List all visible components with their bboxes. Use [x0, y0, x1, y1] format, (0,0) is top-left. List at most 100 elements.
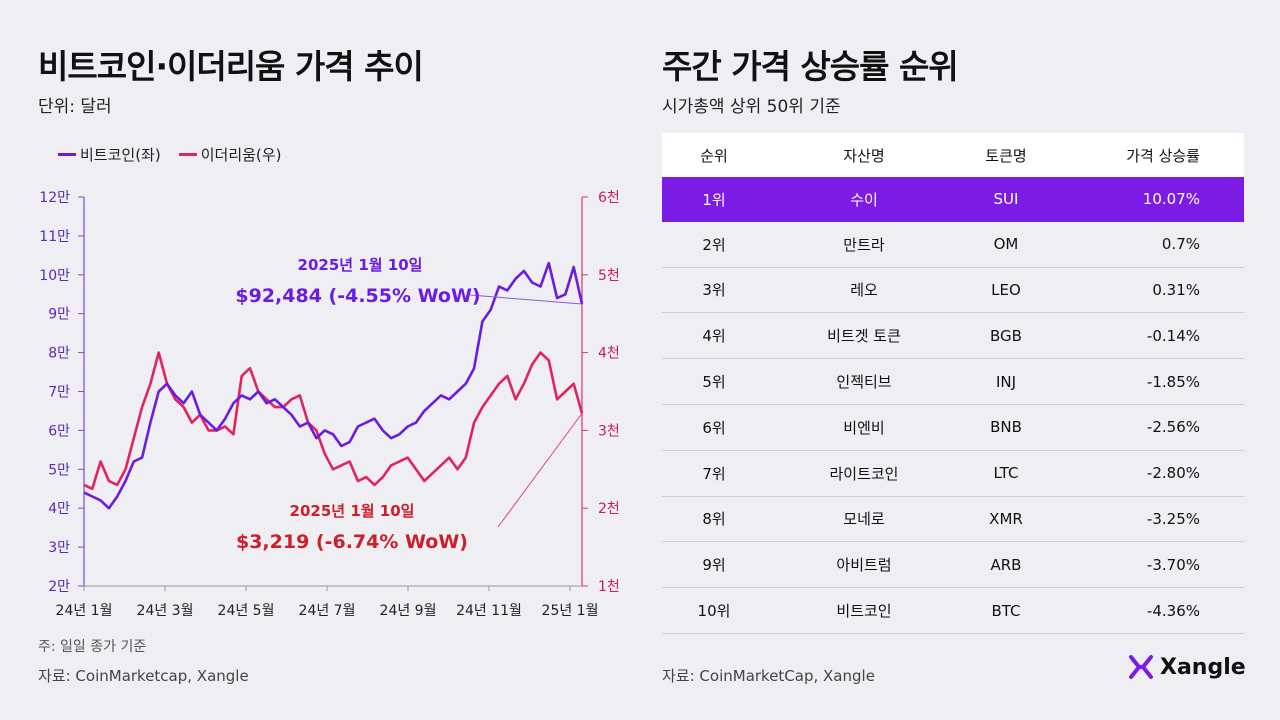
header-token: 토큰명 [985, 146, 1027, 165]
cell-change: -3.70% [1146, 555, 1200, 574]
cell-rank: 4위 [702, 327, 726, 346]
y-left-tick-label: 3만 [48, 540, 70, 556]
cell-change: -0.14% [1146, 326, 1200, 345]
x-tick-label: 24년 11월 [456, 603, 522, 619]
ranking-table: 순위 자산명 토큰명 가격 상승률 1위 수이 SUI 10.07% 2위 만트라 OM 0.… [662, 133, 1244, 634]
xangle-logo: Xangle [1128, 654, 1246, 680]
x-tick-label: 24년 3월 [137, 603, 194, 619]
cell-token: SUI [993, 190, 1019, 209]
cell-rank: 7위 [702, 464, 726, 483]
ranking-title: 주간 가격 상승률 순위 [662, 47, 959, 86]
eth-annotation-date: 2025년 1월 10일 [290, 502, 415, 520]
y-right-tick-label: 6천 [598, 190, 620, 206]
eth-annotation-leader [497, 413, 583, 528]
cell-rank: 9위 [702, 556, 726, 575]
btc-annotation-date: 2025년 1월 10일 [298, 256, 423, 274]
legend-swatch-btc [58, 153, 76, 156]
y-right-tick-label: 2천 [598, 501, 620, 517]
cell-asset: 레오 [850, 281, 878, 300]
cell-asset: 라이트코인 [829, 464, 899, 483]
legend-item-eth: 이더리움(우) [178, 144, 282, 165]
legend-label-btc: 비트코인(좌) [80, 146, 161, 164]
cell-token: INJ [995, 372, 1017, 391]
cell-change: -1.85% [1146, 372, 1200, 391]
cell-rank: 2위 [702, 235, 726, 254]
y-left-tick-label: 8만 [48, 346, 70, 362]
y-right-tick-label: 4천 [598, 346, 620, 362]
cell-change: -2.56% [1146, 418, 1200, 437]
cell-asset: 비트코인 [836, 602, 892, 621]
cell-change: 10.07% [1142, 190, 1200, 209]
cell-change: -2.80% [1146, 464, 1200, 483]
ranking-subtitle: 시가총액 상위 50위 기준 [662, 97, 841, 117]
y-left-tick-label: 2만 [48, 579, 70, 595]
y-left-tick-label: 10만 [39, 268, 70, 284]
cell-token: OM [993, 235, 1019, 254]
legend-swatch-eth [178, 153, 197, 156]
x-tick-label: 25년 1월 [542, 603, 599, 619]
eth-annotation-value: $3,219 (-6.74% WoW) [236, 531, 468, 553]
table-row: 2위 만트라 OM 0.7% [662, 222, 1244, 268]
cell-asset: 인젝티브 [836, 373, 892, 392]
table-body: 1위 수이 SUI 10.07% 2위 만트라 OM 0.7% 3위 레오 LEO 0.31% 4위 비트… [662, 177, 1244, 634]
y-left-tick-label: 5만 [48, 462, 70, 478]
cell-rank: 1위 [702, 190, 726, 209]
y-left-tick-label: 7만 [48, 385, 70, 401]
table-row: 3위 레오 LEO 0.31% [662, 268, 1244, 314]
table-row: 6위 비엔비 BNB -2.56% [662, 405, 1244, 451]
cell-token: BTC [991, 601, 1021, 620]
legend-label-eth: 이더리움(우) [200, 146, 282, 164]
cell-token: BGB [990, 326, 1022, 345]
cell-asset: 아비트럼 [836, 556, 892, 575]
cell-token: ARB [990, 555, 1022, 574]
x-tick-label: 24년 5월 [218, 603, 275, 619]
btc-price-line [83, 261, 584, 510]
xangle-logo-icon [1129, 655, 1153, 679]
cell-rank: 10위 [697, 602, 731, 621]
chart-title: 비트코인·이더리움 가격 추이 [38, 47, 424, 86]
y-left-tick-label: 12만 [39, 190, 70, 206]
chart-legend: 비트코인(좌) 이더리움(우) [58, 144, 281, 165]
chart-annotations: 2025년 1월 10일 $92,484 (-4.55% WoW) 2025년 1월… [235, 256, 583, 553]
cell-asset: 만트라 [843, 235, 885, 254]
cell-asset: 비엔비 [843, 418, 885, 437]
cell-token: LTC [993, 464, 1019, 483]
cell-asset: 수이 [850, 190, 878, 209]
chart-ticks: 12만 11만 10만 9만 8만 7만 6만 5만 4만 3만 2만 6천 5천 4천 3천 2천 1천 24년… [39, 190, 620, 619]
cell-change: -3.25% [1146, 509, 1200, 528]
table-row: 8위 모네로 XMR -3.25% [662, 497, 1244, 543]
table-row: 10위 비트코인 BTC -4.36% [662, 588, 1244, 634]
cell-rank: 3위 [702, 281, 726, 300]
price-line-chart: 12만 11만 10만 9만 8만 7만 6만 5만 4만 3만 2만 6천 5천 4천 3천 2천 1천 24년… [39, 190, 620, 619]
table-row: 9위 아비트럼 ARB -3.70% [662, 542, 1244, 589]
table-row: 1위 수이 SUI 10.07% [662, 177, 1244, 222]
x-tick-label: 24년 7월 [299, 603, 356, 619]
table-row: 7위 라이트코인 LTC -2.80% [662, 451, 1244, 497]
table-row: 5위 인젝티브 INJ -1.85% [662, 359, 1244, 405]
legend-item-btc: 비트코인(좌) [58, 144, 161, 165]
chart-unit: 단위: 달러 [38, 97, 112, 117]
table-row: 4위 비트겟 토큰 BGB -0.14% [662, 313, 1244, 360]
xangle-logo-text: Xangle [1160, 654, 1246, 680]
cell-token: LEO [991, 280, 1021, 299]
cell-token: BNB [990, 418, 1022, 437]
x-tick-label: 24년 1월 [56, 603, 113, 619]
cell-rank: 8위 [702, 510, 726, 529]
table-header: 순위 자산명 토큰명 가격 상승률 [662, 133, 1244, 177]
cell-asset: 비트겟 토큰 [827, 327, 901, 346]
cell-change: 0.7% [1161, 235, 1200, 254]
chart-note: 주: 일일 종가 기준 [38, 639, 147, 655]
eth-price-line [83, 351, 584, 491]
y-left-tick-label: 9만 [48, 307, 70, 323]
y-left-tick-label: 11만 [39, 229, 70, 245]
chart-lines [83, 261, 584, 510]
cell-rank: 5위 [702, 373, 726, 392]
btc-annotation-value: $92,484 (-4.55% WoW) [235, 285, 480, 307]
y-right-tick-label: 1천 [598, 579, 620, 595]
chart-source: 자료: CoinMarketcap, Xangle [38, 667, 249, 685]
btc-annotation-leader [469, 294, 583, 305]
cell-change: -4.36% [1146, 601, 1200, 620]
y-right-tick-label: 3천 [598, 423, 620, 439]
cell-rank: 6위 [702, 418, 726, 437]
header-change: 가격 상승률 [1126, 146, 1200, 165]
